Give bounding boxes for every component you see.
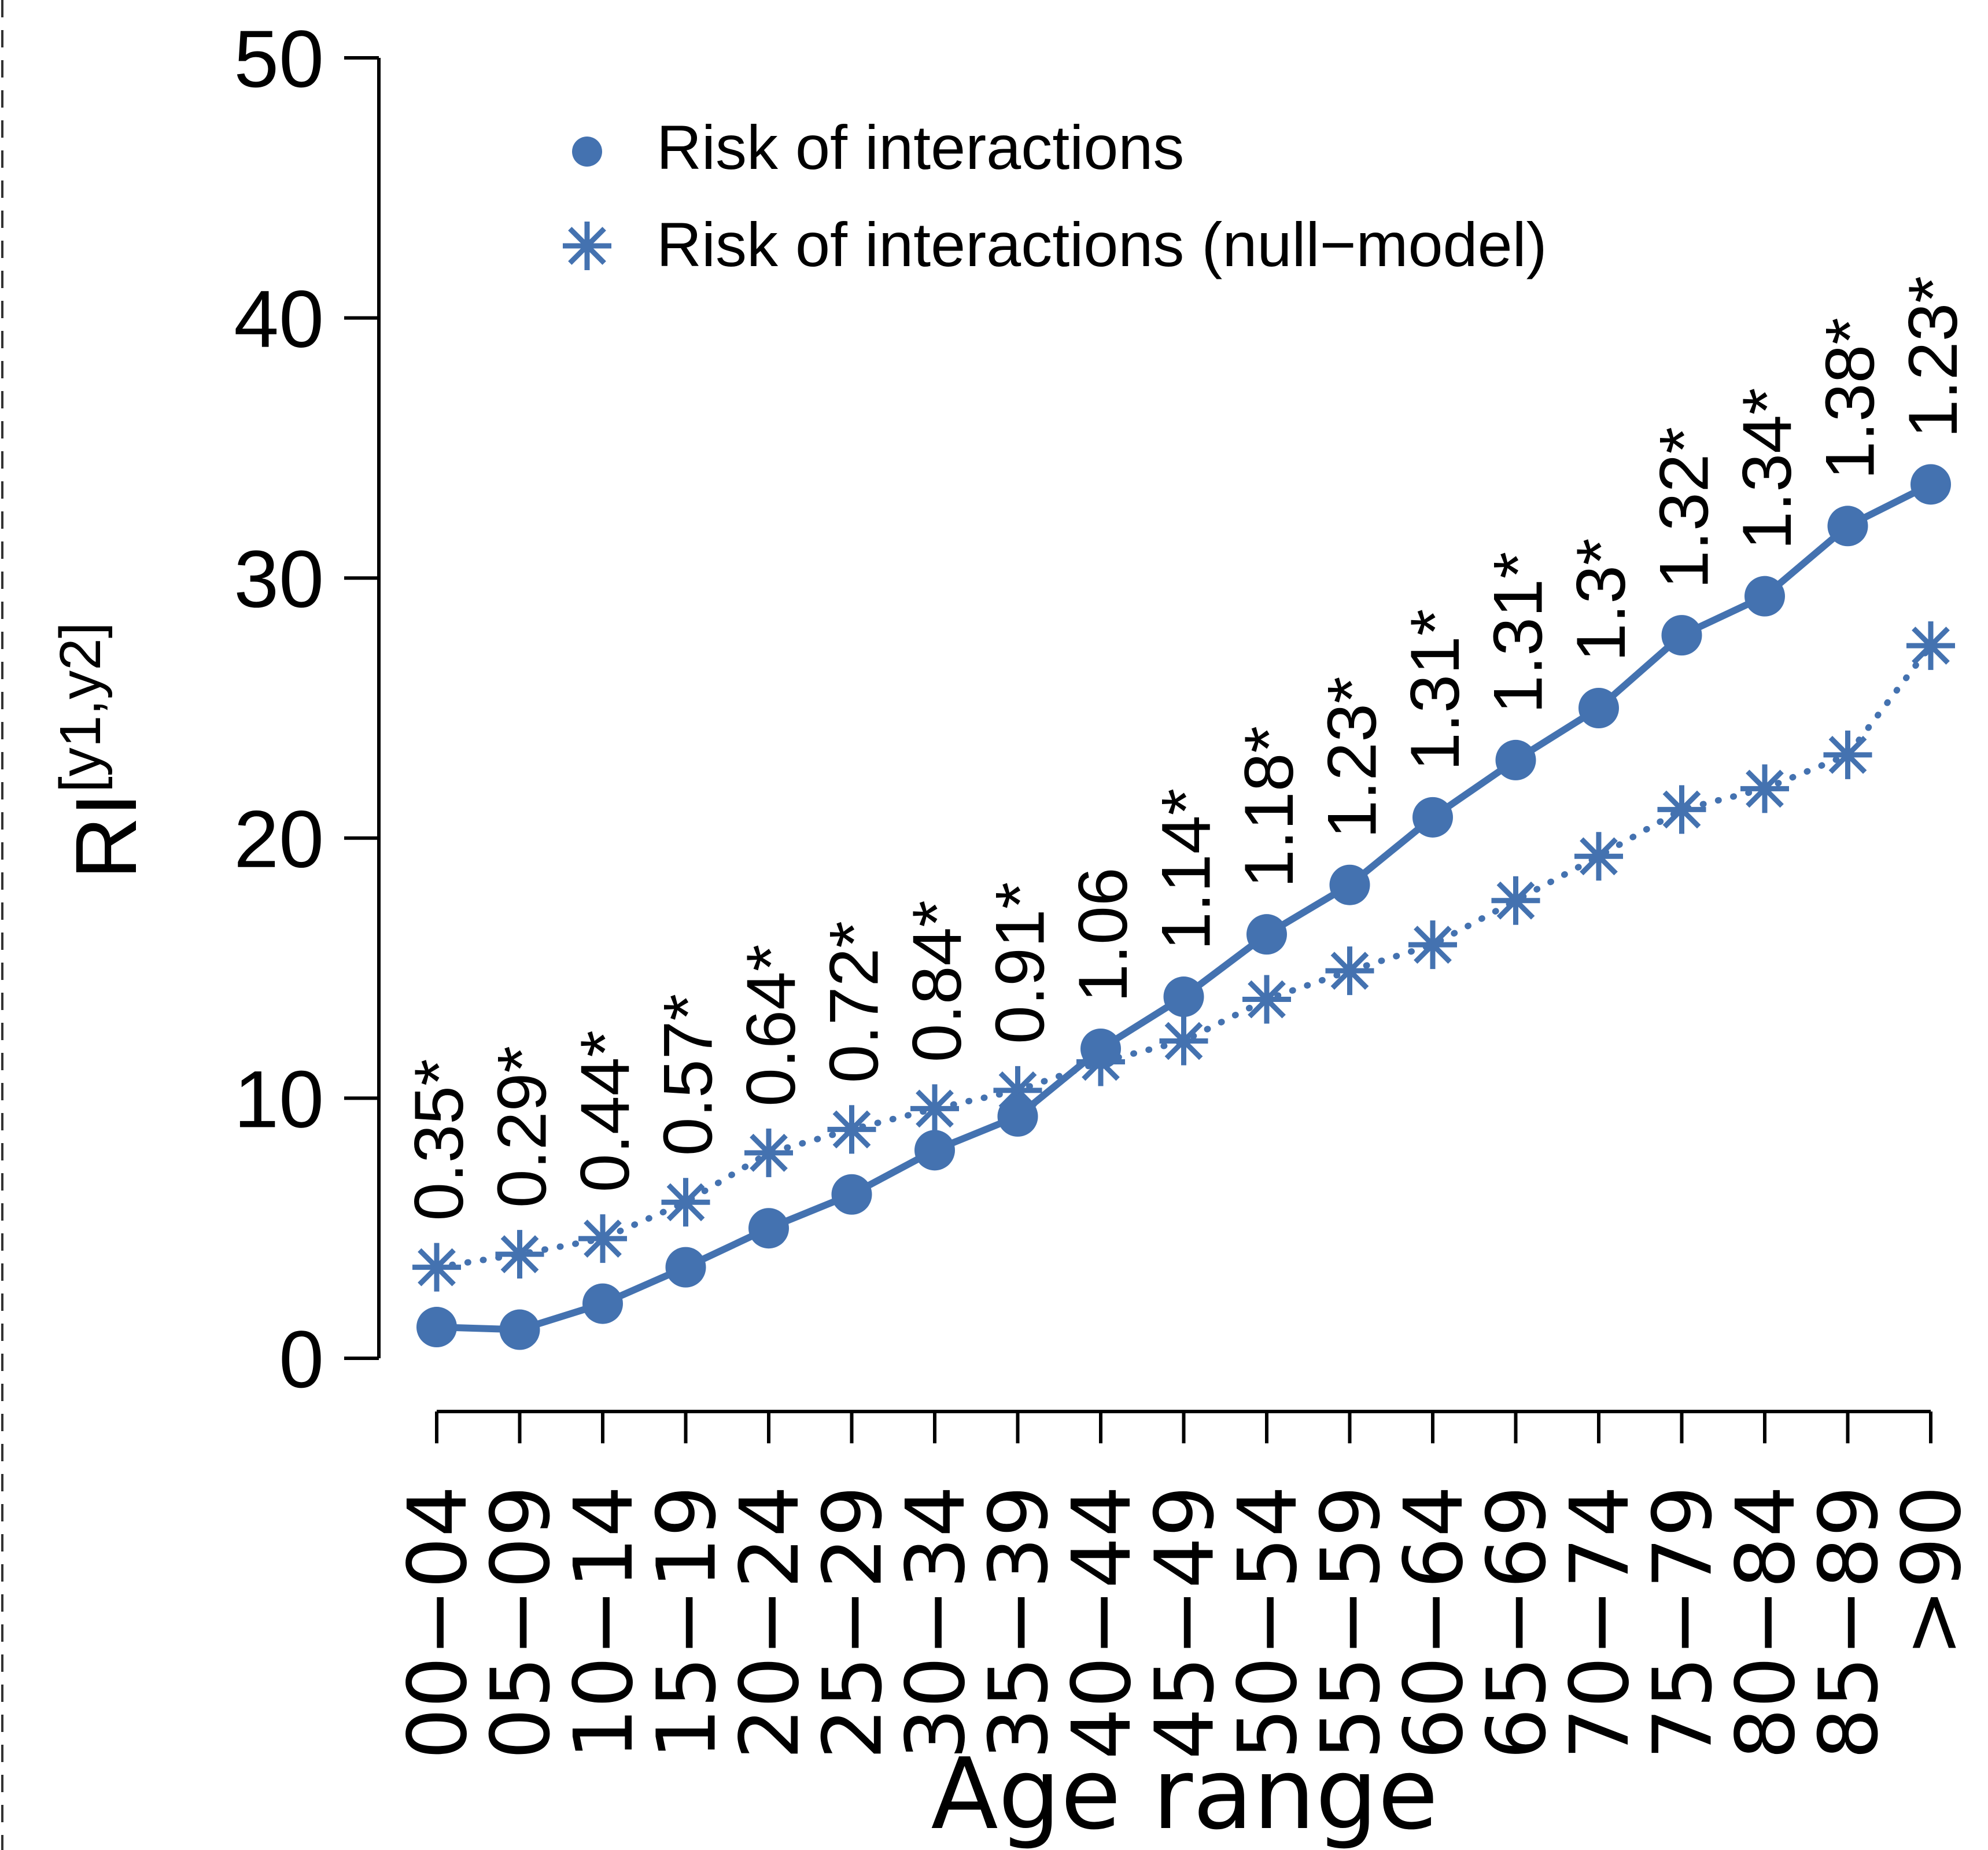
null-model-point: [1823, 730, 1872, 779]
x-tick-label: 60−64: [1387, 1486, 1481, 1760]
value-annotation: 1.23*: [1314, 676, 1391, 838]
risk-point: [1495, 739, 1536, 780]
x-tick-label: 85−89: [1802, 1486, 1897, 1760]
y-tick-label: 20: [234, 794, 324, 885]
null-model-point: [1325, 946, 1374, 996]
risk-point: [1246, 914, 1287, 955]
value-annotation: 1.23*: [1894, 276, 1972, 438]
null-model-point: [1408, 920, 1457, 970]
null-model-point: [1159, 1016, 1208, 1066]
x-tick-label: 10−14: [557, 1486, 651, 1760]
x-tick-label: 45−49: [1138, 1486, 1233, 1760]
x-tick-label: 70−74: [1553, 1486, 1647, 1760]
x-tick-label: 25−29: [806, 1486, 901, 1760]
x-axis-title: Age range: [931, 1737, 1438, 1850]
risk-point: [831, 1174, 872, 1215]
risk-point: [1329, 864, 1370, 905]
y-tick-label: 10: [234, 1053, 324, 1144]
null-model-point: [1242, 975, 1291, 1024]
null-model-point: [744, 1128, 793, 1177]
series-null-model: [412, 621, 1955, 1292]
risk-point: [582, 1283, 623, 1324]
value-annotation: 0.84*: [898, 900, 976, 1062]
x-tick-label: 50−54: [1221, 1486, 1315, 1760]
risk-point: [1661, 615, 1702, 656]
legend-label-null: Risk of interactions (null−model): [656, 209, 1547, 279]
null-model-point: [827, 1105, 876, 1154]
y-axis: 0 10 20 30 40 50: [234, 13, 381, 1405]
series-risk-of-interactions: [416, 464, 1951, 1350]
value-annotation: 1.06: [1064, 867, 1142, 1003]
value-annotation: 1.14*: [1148, 788, 1225, 950]
x-tick-label: 00−04: [391, 1486, 485, 1760]
y-tick-label: 50: [234, 13, 324, 104]
null-model-point: [1657, 785, 1706, 834]
x-tick-label: 15−19: [640, 1486, 735, 1760]
value-annotation: 1.38*: [1812, 318, 1889, 480]
legend-asterisk-marker: [563, 222, 611, 270]
x-tick-label: 35−39: [972, 1486, 1067, 1760]
risk-point: [914, 1130, 955, 1171]
risk-point: [1578, 688, 1619, 728]
value-annotation: 1.31*: [1396, 609, 1474, 771]
value-annotation: 1.34*: [1728, 388, 1806, 550]
risk-point: [499, 1309, 540, 1350]
legend: Risk of interactions Risk of interaction…: [563, 112, 1547, 279]
x-tick-label: 75−79: [1636, 1486, 1731, 1760]
risk-point: [1744, 576, 1785, 617]
y-tick-label: 40: [234, 274, 324, 364]
x-tick-label: 55−59: [1304, 1486, 1399, 1760]
null-model-point: [1740, 764, 1789, 813]
null-model-point: [578, 1214, 627, 1263]
x-tick-label: 80−84: [1719, 1486, 1813, 1760]
value-annotation: 0.91*: [982, 882, 1059, 1044]
null-model-line: [433, 642, 1934, 1271]
value-annotation: 1.3*: [1562, 538, 1640, 662]
value-annotation: 1.18*: [1230, 726, 1308, 888]
null-model-point: [910, 1084, 959, 1133]
y-axis-title-superscript: [y1,y2]: [48, 622, 113, 793]
risk-point: [1163, 976, 1204, 1018]
y-tick-label: 30: [234, 533, 324, 624]
risk-point: [416, 1307, 457, 1348]
x-tick-label: 40−44: [1055, 1486, 1149, 1760]
value-annotation: 1.31*: [1480, 552, 1557, 714]
x-tick-label: 65−69: [1470, 1486, 1565, 1760]
y-tick-label: 0: [279, 1314, 324, 1405]
value-annotation: 0.35*: [400, 1059, 478, 1221]
risk-point: [997, 1096, 1038, 1137]
null-model-point: [1574, 832, 1623, 881]
value-annotation: 0.44*: [566, 1030, 644, 1192]
risk-point: [1910, 464, 1951, 505]
y-axis-title-main: RI: [57, 793, 154, 879]
x-axis: 00−0405−0910−1415−1920−2425−2930−3435−39…: [391, 1410, 1979, 1760]
risk-point: [1080, 1028, 1121, 1069]
risk-point: [665, 1247, 706, 1288]
null-model-point: [1491, 876, 1540, 925]
x-tick-label: 05−09: [474, 1486, 569, 1760]
legend-asterisk-shape: [563, 222, 611, 270]
value-annotation: 1.32*: [1646, 427, 1723, 589]
value-annotation: 0.64*: [732, 945, 810, 1107]
value-annotation: 0.72*: [816, 921, 893, 1083]
null-model-point: [1906, 621, 1955, 670]
x-tick-label: 20−24: [723, 1486, 817, 1760]
null-model-point: [661, 1178, 710, 1227]
risk-point: [1827, 506, 1868, 547]
risk-point: [1412, 797, 1453, 838]
null-model-point: [495, 1230, 544, 1279]
legend-label-main: Risk of interactions: [656, 112, 1184, 182]
value-annotation: 0.57*: [650, 994, 727, 1156]
value-annotations: 0.35* 0.29* 0.44* 0.57* 0.64* 0.72* 0.84* 0.91*…: [400, 276, 1972, 1221]
legend-circle-marker: [572, 137, 602, 167]
x-tick-label: 30−34: [889, 1486, 983, 1760]
value-annotation: 0.29*: [484, 1046, 561, 1208]
risk-point: [748, 1208, 789, 1249]
x-tick-label: >90: [1885, 1486, 1979, 1656]
y-axis-title: RI[y1,y2]: [48, 622, 154, 879]
null-model-point: [412, 1243, 461, 1292]
